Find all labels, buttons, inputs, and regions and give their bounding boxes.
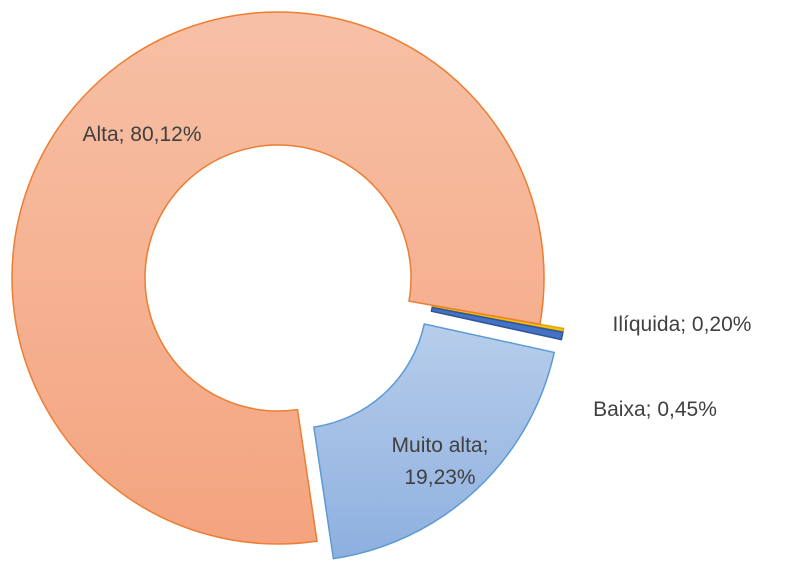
data-label: Alta; 80,12% xyxy=(82,123,202,146)
donut-slice xyxy=(430,306,564,341)
donut-slice xyxy=(313,323,556,560)
data-label: Ilíquida; 0,20% xyxy=(612,313,752,336)
data-label: Baixa; 0,45% xyxy=(593,398,717,421)
donut-slice xyxy=(11,11,545,545)
data-label: Muito alta; 19,23% xyxy=(391,434,489,489)
